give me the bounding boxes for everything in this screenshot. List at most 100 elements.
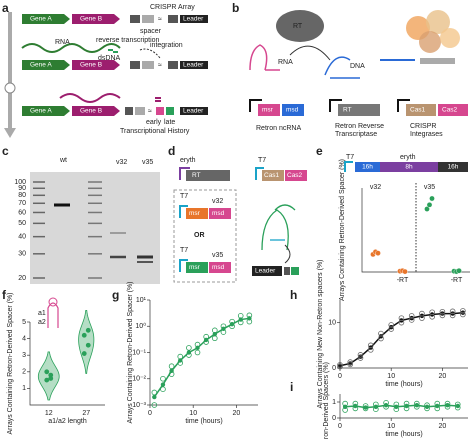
axis: [149, 300, 258, 406]
point: [426, 201, 433, 208]
protein: [406, 10, 460, 53]
timeline-label: eryth: [400, 154, 416, 161]
t7-label: T7: [258, 157, 266, 164]
ladder-label: 70: [18, 200, 26, 207]
panel-label: e: [316, 144, 323, 158]
x-axis-label: time (hours): [385, 381, 422, 388]
replicate-point: [362, 405, 369, 412]
replicate-point: [168, 371, 175, 377]
timeline-segment: [380, 162, 438, 172]
mean-line: [153, 317, 250, 398]
gel: [30, 172, 160, 284]
rt-label: reverse transcription: [96, 37, 160, 44]
point: [44, 377, 50, 383]
replicate-point: [168, 363, 175, 370]
replicate-point: [337, 363, 343, 370]
x-axis-label: a1/a2 length: [48, 418, 87, 425]
replicate-point: [220, 323, 227, 330]
ladder-label: 40: [18, 233, 26, 240]
timeline-label: T7: [346, 154, 354, 161]
arrow-head: [4, 128, 16, 138]
msd-box: [209, 262, 231, 273]
replicate-point: [429, 313, 435, 320]
cas2-box: [438, 104, 468, 116]
integrase-caption: Integrases: [410, 131, 443, 138]
replicate-point: [383, 403, 389, 410]
promoter: [255, 167, 264, 180]
panel-label: h: [290, 288, 297, 302]
gene-a: [22, 14, 70, 24]
replicate-point: [444, 400, 451, 407]
gene-label: Gene A: [30, 16, 52, 23]
repeat: [168, 15, 178, 23]
gene-b: [72, 14, 120, 24]
dsdna-label: dsDNA: [98, 55, 121, 62]
loop: [48, 297, 58, 307]
dsdna-mark: [108, 49, 118, 53]
y-tick-label: 1: [22, 385, 26, 392]
spacer-box: [135, 107, 145, 115]
clock: [4, 82, 16, 94]
replicate-point: [151, 389, 158, 396]
gene-b: [72, 60, 120, 70]
panel-label: b: [232, 1, 239, 15]
point: [375, 250, 381, 256]
replicate-point: [454, 404, 461, 411]
integrase-caption: CRISPR: [410, 123, 436, 130]
retron-loop: [261, 204, 296, 251]
ladder-label: 100: [14, 179, 26, 186]
msr-box: [258, 104, 280, 116]
dsdna-mark: [155, 97, 161, 102]
spacer-label: spacer: [140, 28, 162, 35]
cas2-label: Cas2: [442, 107, 458, 114]
replicate-point: [388, 326, 395, 332]
arrow: [284, 244, 291, 264]
replicate-point: [342, 400, 348, 407]
x-tick-label: -RT: [451, 277, 463, 284]
point: [48, 372, 54, 378]
dna-label: DNA: [350, 63, 365, 70]
ladder-label: 20: [18, 275, 26, 282]
ladder-label: 80: [18, 192, 26, 199]
cas1-label: Cas1: [264, 172, 280, 179]
gene-label: Gene B: [80, 16, 102, 23]
point: [44, 369, 50, 375]
repeat: [125, 107, 133, 115]
point: [402, 268, 408, 275]
replicate-point: [357, 355, 364, 361]
panel-label: d: [168, 144, 175, 158]
y-tick-label: 10⁻³: [132, 402, 146, 409]
replicate-point: [347, 361, 354, 368]
leader-box: [252, 266, 282, 276]
panel-d: eryth RT T7 Cas1 Cas2 T7 msr msd v32 OR …: [173, 157, 307, 283]
replicate-point: [194, 341, 201, 348]
lane-label: v35: [142, 159, 153, 166]
ladder-label: 90: [18, 185, 26, 192]
replicate-point: [194, 349, 201, 356]
promoter: [397, 99, 410, 112]
y-tick-label: 10: [328, 320, 336, 327]
repeat: [284, 267, 290, 275]
replicate-point: [352, 405, 359, 412]
point: [81, 332, 87, 338]
y-tick-label: 2: [22, 369, 26, 376]
replicate-point: [337, 362, 343, 368]
leader-label: Leader: [255, 268, 276, 275]
point: [81, 351, 87, 356]
msd-box: [282, 104, 304, 116]
leader-box: [180, 15, 208, 23]
y-tick-label: 0: [332, 415, 336, 422]
panel-label: i: [290, 380, 293, 394]
replicate-point: [403, 405, 410, 412]
replicate-point: [449, 312, 456, 319]
replicate-point: [460, 311, 466, 318]
ncrna-label: Retron ncRNA: [256, 125, 301, 132]
gene-b: [72, 106, 120, 116]
y-tick-label: 1: [332, 399, 336, 406]
array-label: CRISPR Array: [150, 4, 195, 11]
rna-label: RNA: [55, 39, 70, 46]
history-label: Transcriptional History: [120, 128, 190, 135]
x-tick-label: 20: [439, 423, 447, 430]
